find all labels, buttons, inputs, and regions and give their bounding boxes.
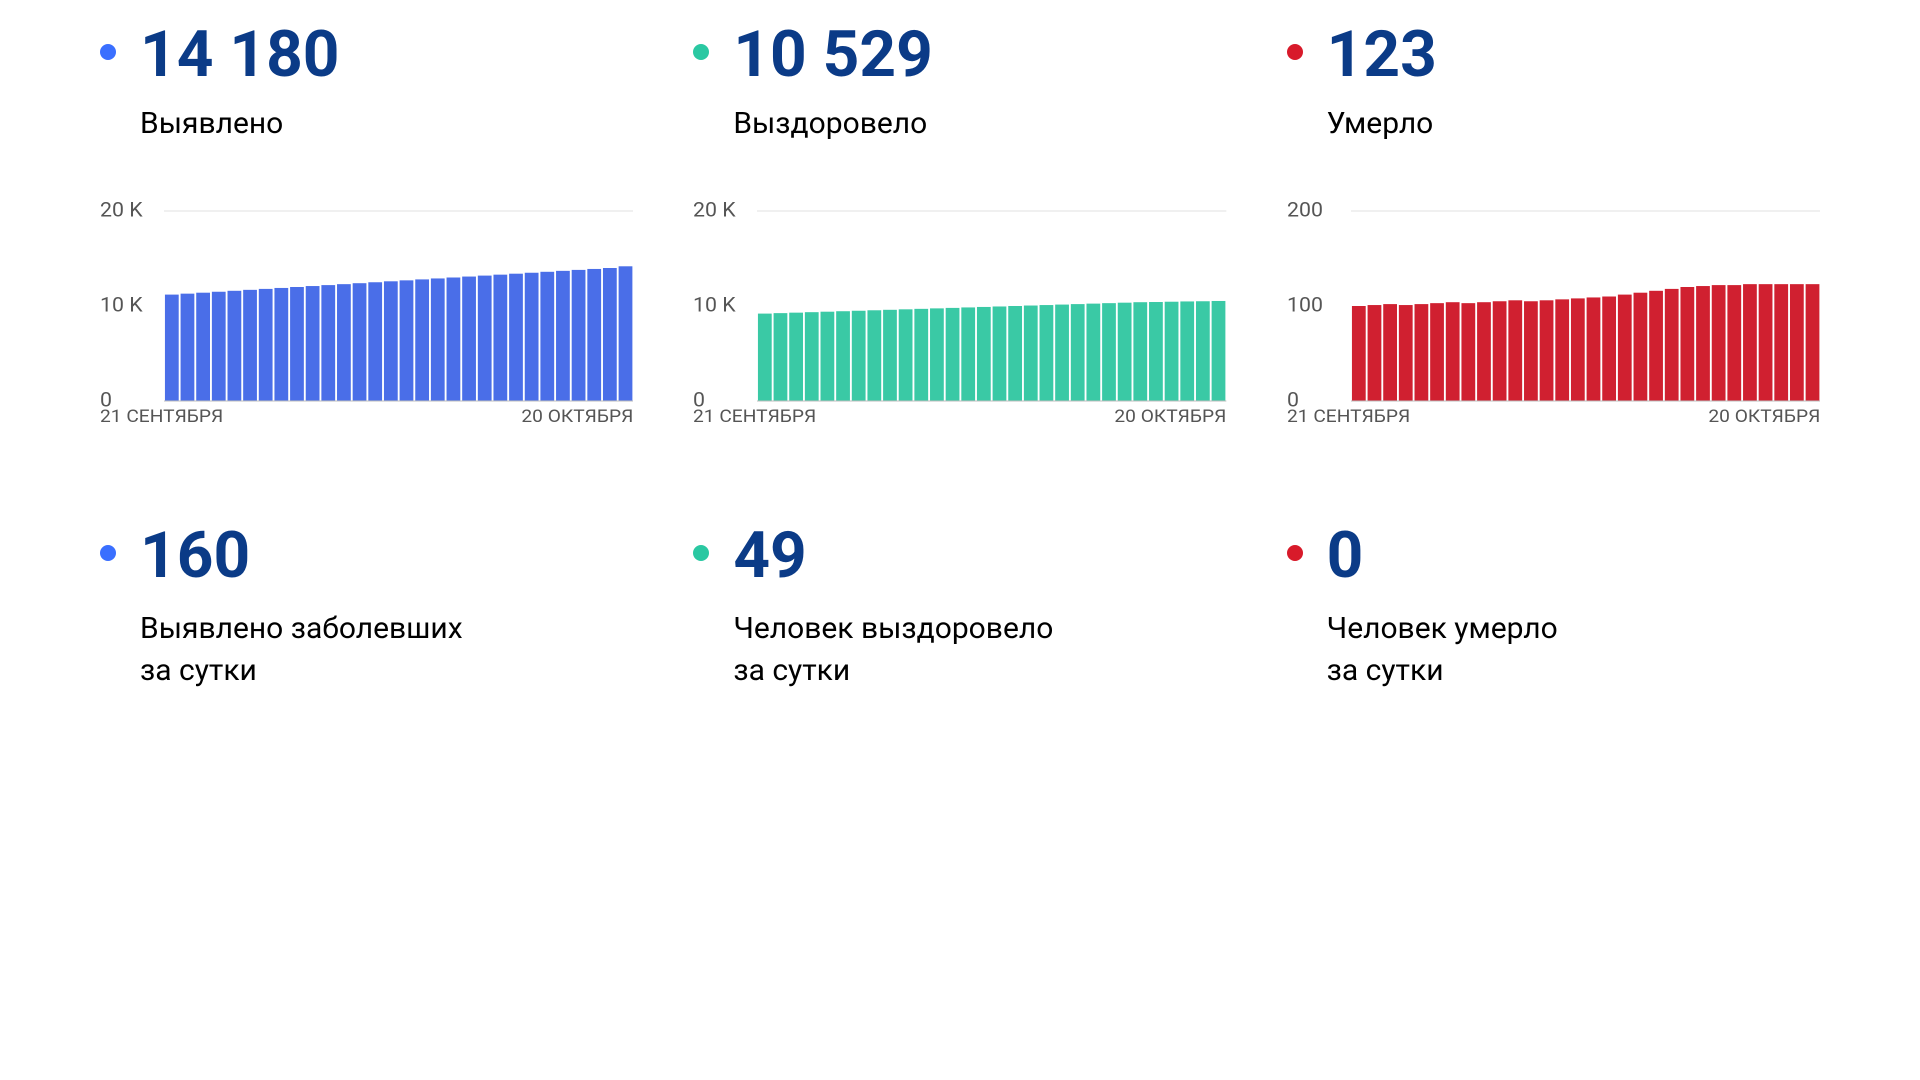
svg-text:10 K: 10 K (100, 294, 143, 317)
stat-value: 14 180 (140, 20, 340, 90)
stat-header: 160 Выявлено заболевших за сутки (100, 521, 633, 691)
svg-text:100: 100 (1287, 294, 1323, 317)
stat-value: 160 (140, 521, 463, 591)
label-line: Человек умерло (1327, 611, 1558, 646)
stat-value: 0 (1327, 521, 1558, 591)
svg-text:21 СЕНТЯБРЯ: 21 СЕНТЯБРЯ (693, 406, 816, 427)
stats-grid: 14 180 Выявлено 0 10 K 20 K 21 СЕНТЯБРЯ 20 О… (100, 20, 1820, 692)
dot-indicator (100, 44, 116, 60)
stat-value: 49 (733, 521, 1053, 591)
label-line: Выявлено заболевших (140, 611, 463, 646)
stat-header: 10 529 Выздоровело (693, 20, 1226, 141)
svg-text:200: 200 (1287, 199, 1323, 222)
svg-text:20 K: 20 K (100, 199, 143, 222)
stat-value: 10 529 (733, 20, 933, 90)
stat-text: 160 Выявлено заболевших за сутки (140, 521, 463, 691)
card-recovered: 10 529 Выздоровело 010 K20 K21 СЕНТЯБРЯ2… (693, 20, 1226, 441)
stat-text: 123 Умерло (1327, 20, 1437, 141)
card-detected: 14 180 Выявлено 010 K20 K21 СЕНТЯБРЯ20 О… (100, 20, 633, 441)
dot-indicator (693, 44, 709, 60)
stat-text: 0 Человек умерло за сутки (1327, 521, 1558, 691)
card-deaths-daily: 0 Человек умерло за сутки (1287, 521, 1820, 691)
svg-text:20 ОКТЯБРЯ: 20 ОКТЯБРЯ (521, 406, 633, 427)
label-line: за сутки (733, 653, 850, 688)
stat-header: 49 Человек выздоровело за сутки (693, 521, 1226, 691)
stat-label: Умерло (1327, 106, 1437, 141)
stat-label: Человек умерло за сутки (1327, 608, 1558, 692)
chart-recovered: 010 K20 K21 СЕНТЯБРЯ20 ОКТЯБРЯ (693, 191, 1226, 441)
dot-indicator (100, 545, 116, 561)
svg-text:20 ОКТЯБРЯ: 20 ОКТЯБРЯ (1115, 406, 1227, 427)
dot-indicator (1287, 44, 1303, 60)
svg-text:20 K: 20 K (693, 199, 736, 222)
label-line: за сутки (140, 653, 257, 688)
dot-indicator (693, 545, 709, 561)
chart-detected: 010 K20 K21 СЕНТЯБРЯ20 ОКТЯБРЯ (100, 191, 633, 441)
svg-text:10 K: 10 K (693, 294, 736, 317)
stat-header: 0 Человек умерло за сутки (1287, 521, 1820, 691)
label-line: за сутки (1327, 653, 1444, 688)
stat-header: 123 Умерло (1287, 20, 1820, 141)
card-detected-daily: 160 Выявлено заболевших за сутки (100, 521, 633, 691)
stat-text: 14 180 Выявлено (140, 20, 340, 141)
stat-label: Выздоровело (733, 106, 933, 141)
stat-value: 123 (1327, 20, 1437, 90)
card-deaths: 123 Умерло 010020021 СЕНТЯБРЯ20 ОКТЯБРЯ (1287, 20, 1820, 441)
stat-label: Выявлено заболевших за сутки (140, 608, 463, 692)
label-line: Человек выздоровело (733, 611, 1053, 646)
stat-label: Выявлено (140, 106, 340, 141)
stat-text: 10 529 Выздоровело (733, 20, 933, 141)
svg-text:20 ОКТЯБРЯ: 20 ОКТЯБРЯ (1708, 406, 1820, 427)
chart-deaths: 010020021 СЕНТЯБРЯ20 ОКТЯБРЯ (1287, 191, 1820, 441)
stat-text: 49 Человек выздоровело за сутки (733, 521, 1053, 691)
card-recovered-daily: 49 Человек выздоровело за сутки (693, 521, 1226, 691)
svg-text:21 СЕНТЯБРЯ: 21 СЕНТЯБРЯ (100, 406, 223, 427)
stat-label: Человек выздоровело за сутки (733, 608, 1053, 692)
svg-text:21 СЕНТЯБРЯ: 21 СЕНТЯБРЯ (1287, 406, 1410, 427)
stat-header: 14 180 Выявлено (100, 20, 633, 141)
dot-indicator (1287, 545, 1303, 561)
